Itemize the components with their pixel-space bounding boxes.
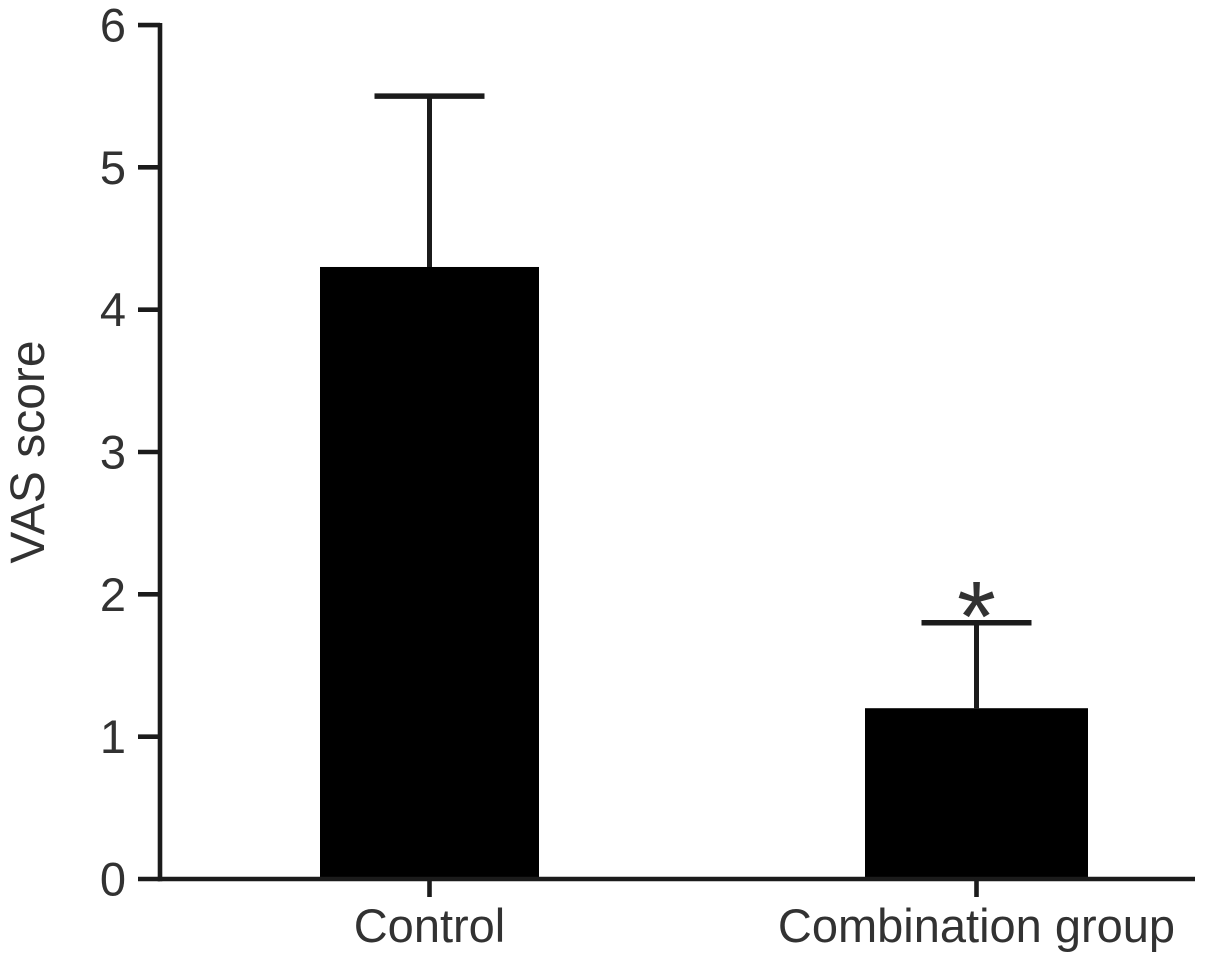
bar-combination-group (865, 708, 1088, 879)
y-tick-label: 0 (100, 852, 126, 905)
bar-control (320, 266, 539, 880)
category-label-control: Control (354, 899, 506, 952)
significance-asterisk: * (957, 561, 996, 673)
y-tick-label: 4 (100, 283, 126, 336)
y-tick-label: 6 (100, 0, 126, 51)
error-bars-layer (374, 93, 1032, 709)
y-tick-label: 2 (100, 568, 126, 621)
text-layer: 0 1 2 3 4 5 6 Control Combination group VAS score… (2, 0, 1175, 952)
category-label-combination-group: Combination group (778, 899, 1175, 952)
y-axis-label: VAS score (2, 340, 55, 563)
y-tick-label: 5 (100, 141, 126, 194)
y-tick-label: 1 (100, 710, 126, 763)
axes-layer (138, 22, 1195, 897)
bars-layer (320, 266, 1088, 880)
y-tick-label: 3 (100, 425, 126, 478)
